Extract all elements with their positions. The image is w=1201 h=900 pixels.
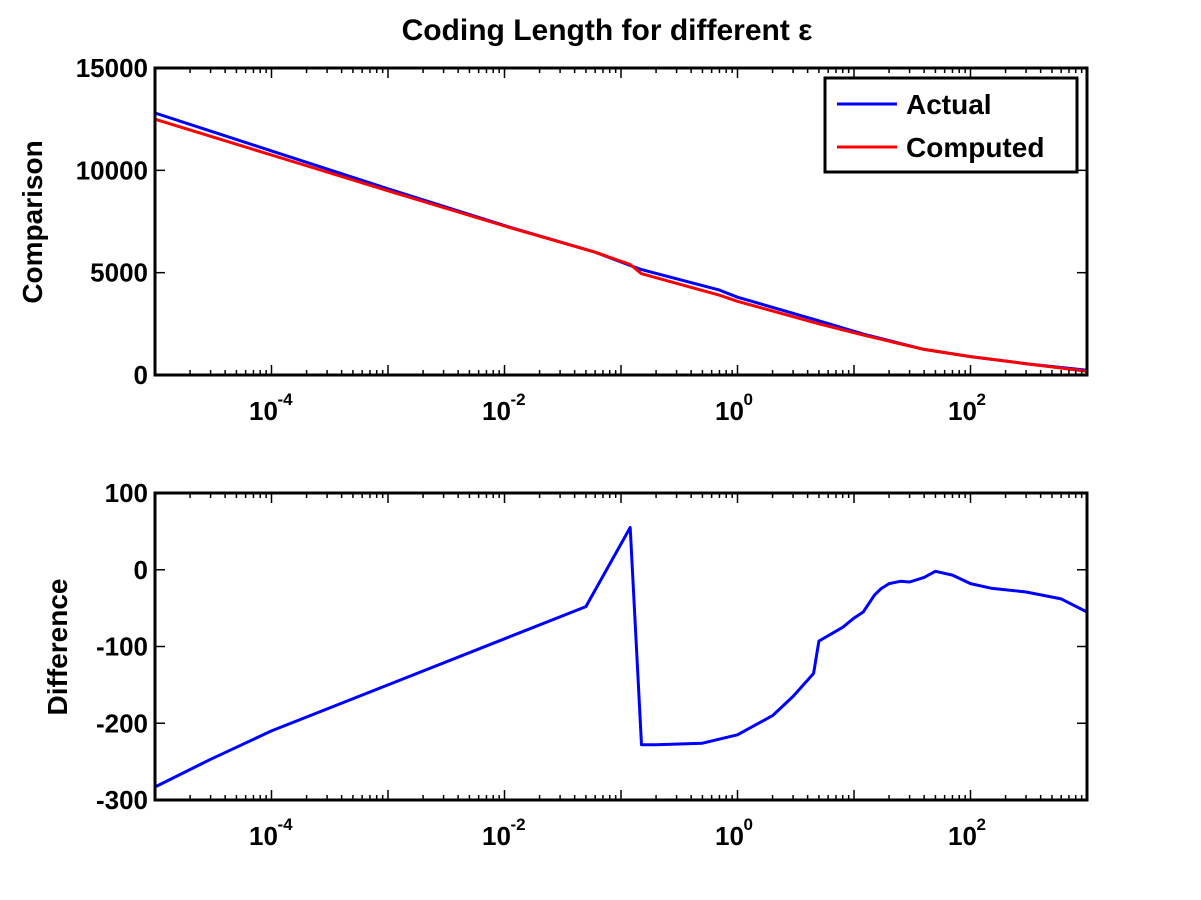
y-tick-label: 15000 <box>76 53 148 83</box>
x-tick-label: 10 <box>482 396 511 426</box>
x-tick-label: 10 <box>715 396 744 426</box>
y-tick-label: 10000 <box>76 155 148 185</box>
series-line-comparison-computed <box>153 117 1089 373</box>
legend-label-computed: Computed <box>906 132 1044 163</box>
x-tick-label: 10 <box>948 396 977 426</box>
y-tick-label: -100 <box>96 632 148 662</box>
plot-frame-comparison <box>153 66 1089 377</box>
comparison-plot: Comparison 10 -4 10 -2 10 0 10 2050001000015000… <box>17 53 1089 426</box>
x-tick-label-exponent: -2 <box>511 390 526 409</box>
x-tick-label: 10 <box>249 821 278 851</box>
plot-frame-difference <box>153 491 1089 802</box>
series-line-difference-0 <box>153 526 1089 789</box>
legend: Actual Computed <box>823 76 1079 174</box>
x-tick-label-exponent: -4 <box>278 390 294 409</box>
x-tick-label-exponent: 0 <box>744 390 753 409</box>
y-tick-label: -300 <box>96 785 148 815</box>
difference-plot: Difference 10 -4 10 -2 10 0 10 2-300-200-100010… <box>42 478 1089 851</box>
y-tick-label: 5000 <box>90 258 148 288</box>
x-tick-label: 10 <box>249 396 278 426</box>
x-tick-label-exponent: -2 <box>511 815 526 834</box>
chart-title: Coding Length for different ε <box>402 14 813 47</box>
y-tick-label: 0 <box>134 360 148 390</box>
x-tick-label: 10 <box>482 821 511 851</box>
y-tick-label: -200 <box>96 708 148 738</box>
x-tick-label-exponent: 0 <box>744 815 753 834</box>
x-tick-label-exponent: 2 <box>977 390 986 409</box>
legend-box <box>823 76 1079 174</box>
x-tick-label-exponent: 2 <box>977 815 986 834</box>
legend-label-actual: Actual <box>906 89 992 120</box>
x-tick-label: 10 <box>715 821 744 851</box>
y-tick-label: 100 <box>105 478 148 508</box>
y-axis-label-difference: Difference <box>42 579 73 716</box>
y-axis-label-comparison: Comparison <box>17 140 48 303</box>
x-tick-label-exponent: -4 <box>278 815 294 834</box>
y-tick-label: 0 <box>134 555 148 585</box>
x-tick-label: 10 <box>948 821 977 851</box>
